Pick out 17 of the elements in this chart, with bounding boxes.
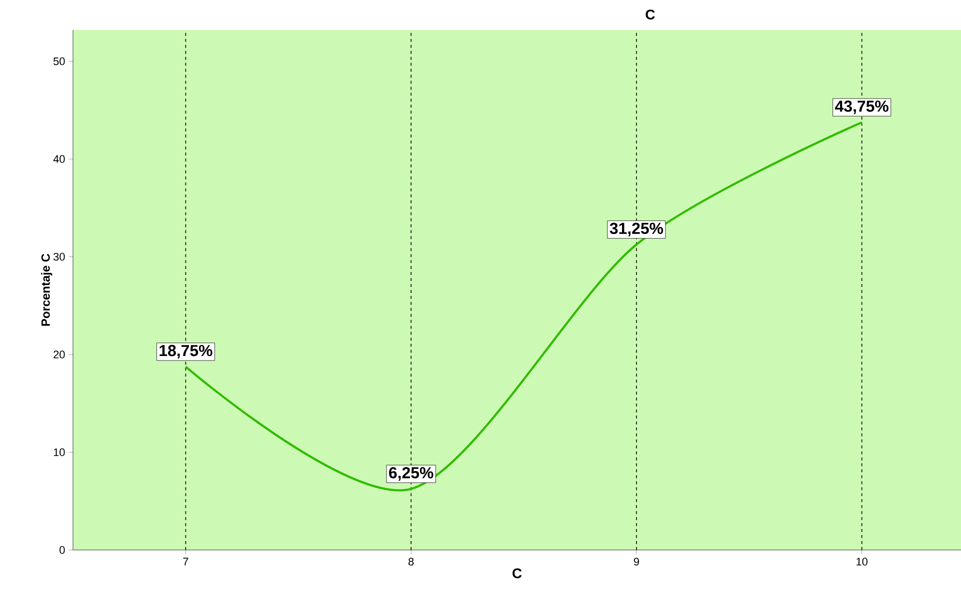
x-tick-label: 7 [183, 558, 188, 566]
y-tick-label: 50 [53, 57, 65, 66]
chart-title: C [646, 10, 655, 20]
y-tick-label: 20 [54, 350, 65, 358]
data-label: 6,25% [389, 467, 434, 481]
data-label: 43,75% [835, 100, 888, 114]
x-axis-title: C [512, 568, 522, 578]
y-tick-label: 30 [53, 252, 65, 261]
y-tick-label: 10 [54, 448, 65, 456]
y-axis-title: Porcentaje C [41, 254, 52, 326]
y-tick-label: 0 [60, 546, 65, 554]
data-label: 31,25% [610, 222, 664, 236]
x-tick-label: 8 [408, 558, 414, 566]
data-label: 18,75% [160, 344, 212, 359]
x-tick-label: 9 [634, 558, 639, 566]
x-tick-label: 10 [856, 558, 868, 566]
y-tick-label: 40 [53, 155, 65, 163]
